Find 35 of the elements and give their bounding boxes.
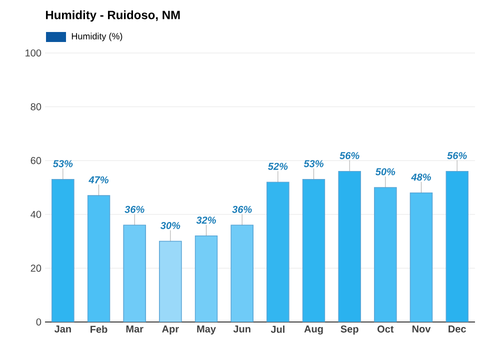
data-label: 47% (88, 176, 108, 184)
bar (446, 170, 468, 322)
data-label: 53% (304, 160, 324, 168)
data-label: 30% (160, 222, 180, 230)
x-tick-label: Oct (377, 326, 394, 333)
data-label: 36% (124, 206, 144, 213)
data-label: 32% (196, 216, 216, 224)
data-label: 36% (232, 206, 252, 213)
data-label: 50% (376, 168, 396, 176)
x-tick-label: Feb (90, 326, 108, 333)
x-tick-label: Jan (54, 326, 71, 332)
y-tick-label: 20 (30, 264, 42, 272)
y-tick-label: 80 (30, 103, 42, 110)
bar (87, 195, 110, 322)
data-label: 56% (447, 152, 467, 160)
x-tick-label: Jul (270, 326, 284, 333)
text: Humidity (%) (72, 32, 122, 42)
data-label: 48% (411, 174, 431, 181)
y-tick-label: 0 (36, 318, 42, 326)
data-label: 53% (53, 160, 73, 168)
x-tick-label: Sep (340, 326, 358, 335)
data-label: 56% (340, 152, 360, 160)
y-tick-label: 60 (30, 157, 42, 164)
y-tick-label: 100 (26, 49, 42, 57)
x-tick-label: Jun (233, 326, 250, 332)
chart-title: Humidity - Ruidoso, NM (46, 10, 180, 22)
x-tick-label: Nov (412, 326, 431, 332)
data-label: 52% (268, 162, 288, 170)
bar (302, 179, 326, 322)
x-tick-label: Dec (448, 326, 466, 332)
x-tick-label: May (197, 326, 216, 334)
y-tick-label: 40 (30, 210, 42, 218)
x-tick-label: Aug (304, 326, 323, 335)
x-tick-label: Apr (162, 326, 179, 334)
x-tick-label: Mar (126, 326, 144, 332)
